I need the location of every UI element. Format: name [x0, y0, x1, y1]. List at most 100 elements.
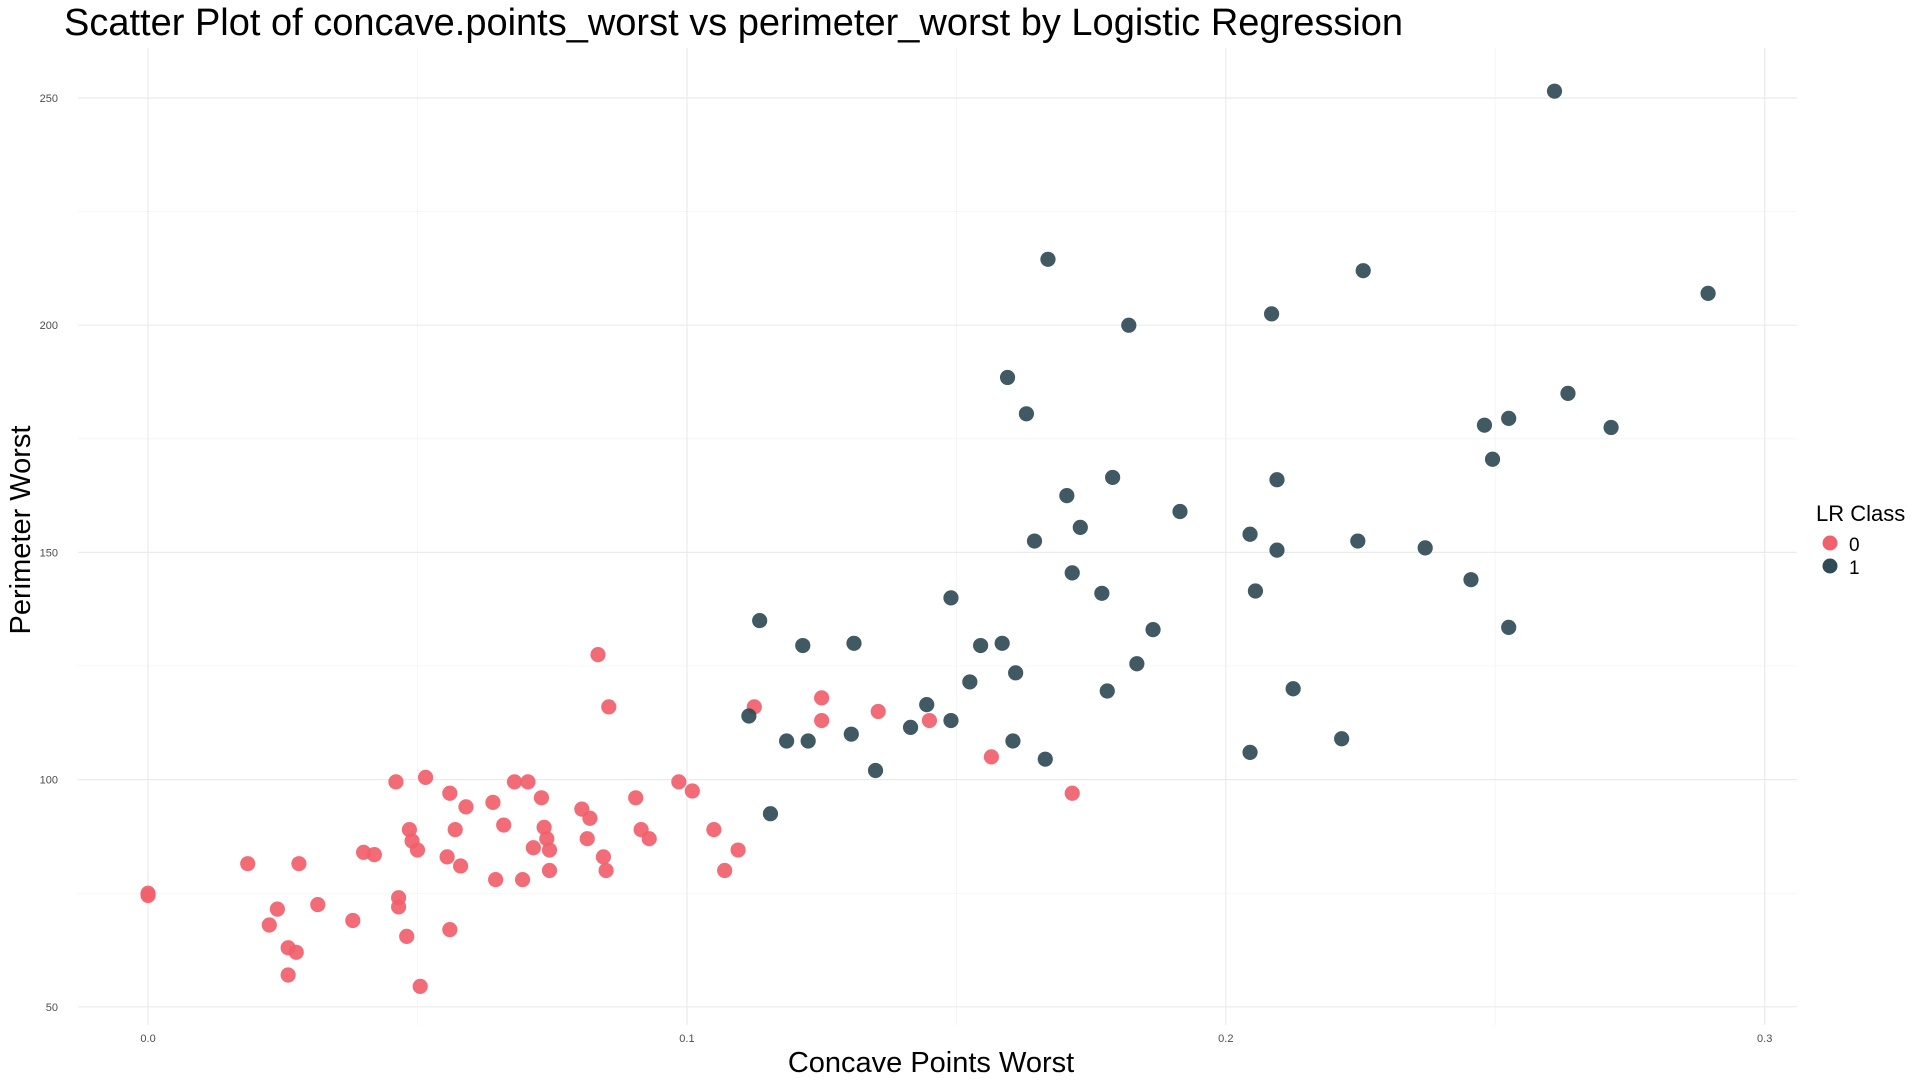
scatter-point-class-0: [496, 817, 512, 833]
scatter-point-class-1: [1269, 542, 1285, 558]
scatter-point-class-1: [943, 590, 959, 606]
scatter-point-class-0: [261, 917, 277, 933]
y-axis-title: Perimeter Worst: [5, 426, 37, 635]
y-tick-label: 150: [40, 547, 58, 559]
scatter-point-class-1: [1018, 406, 1035, 422]
scatter-point-class-0: [506, 774, 523, 790]
scatter-point-class-0: [140, 887, 156, 904]
scatter-point-class-0: [442, 921, 458, 938]
scatter-point-class-1: [1094, 585, 1110, 601]
scatter-point-class-1: [1350, 533, 1366, 549]
scatter-point-class-1: [1285, 681, 1301, 697]
legend-swatch-0: [1822, 535, 1838, 551]
scatter-point-class-1: [1247, 583, 1264, 599]
scatter-point-class-1: [1037, 751, 1053, 767]
chart-title: Scatter Plot of concave.points_worst vs …: [64, 2, 1403, 44]
scatter-point-class-0: [240, 856, 256, 872]
scatter-point-class-0: [706, 822, 722, 838]
scatter-point-class-0: [814, 712, 830, 729]
scatter-point-class-1: [962, 674, 978, 690]
scatter-point-class-0: [280, 967, 296, 983]
scatter-point-class-1: [1476, 417, 1493, 433]
scatter-point-class-0: [269, 901, 285, 917]
scatter-point-class-0: [401, 822, 418, 838]
scatter-point-class-0: [310, 896, 326, 913]
legend: LR Class 0 1: [1816, 501, 1905, 579]
y-axis-ticks: 50 100 150 200 250: [40, 93, 58, 1014]
scatter-point-class-0: [595, 849, 611, 865]
scatter-point-class-1: [1355, 263, 1371, 279]
scatter-point-class-0: [536, 819, 552, 835]
scatter-point-class-1: [1501, 619, 1517, 635]
scatter-point-class-1: [994, 635, 1010, 651]
scatter-point-class-0: [717, 862, 733, 879]
legend-title: LR Class: [1816, 501, 1905, 526]
scatter-point-class-0: [485, 794, 501, 810]
y-tick-label: 100: [40, 775, 58, 787]
scatter-point-class-0: [684, 783, 700, 799]
legend-label-0: 0: [1849, 535, 1860, 556]
scatter-point-class-0: [598, 862, 614, 879]
scatter-point-class-0: [452, 858, 469, 874]
scatter-point-class-0: [366, 846, 382, 863]
y-tick-label: 250: [40, 93, 58, 105]
scatter-point-class-1: [999, 369, 1016, 386]
scatter-point-class-0: [447, 822, 463, 838]
scatter-point-class-1: [779, 733, 795, 749]
scatter-point-class-1: [752, 612, 768, 629]
y-tick-label: 50: [46, 1002, 58, 1014]
scatter-point-class-0: [520, 774, 536, 790]
scatter-point-class-1: [1008, 665, 1024, 681]
scatter-point-class-0: [458, 799, 474, 815]
scatter-point-class-0: [345, 912, 361, 929]
scatter-point-class-1: [919, 697, 935, 713]
scatter-point-class-1: [1264, 306, 1280, 322]
x-tick-label: 0.1: [679, 1033, 694, 1045]
scatter-point-class-0: [628, 790, 644, 806]
scatter-point-class-0: [514, 871, 531, 888]
scatter-point-class-1: [1546, 83, 1563, 99]
scatter-point-class-0: [412, 978, 428, 994]
scatter-point-class-0: [870, 703, 886, 720]
scatter-point-class-0: [439, 849, 455, 865]
scatter-point-class-0: [417, 769, 434, 785]
scatter-point-class-1: [1145, 622, 1161, 638]
scatter-point-class-0: [533, 790, 550, 806]
scatter-point-class-1: [1484, 451, 1501, 467]
scatter-point-class-0: [442, 785, 458, 801]
scatter-point-class-0: [921, 712, 938, 729]
x-tick-label: 0.3: [1757, 1033, 1772, 1045]
scatter-point-class-1: [973, 637, 989, 654]
scatter-point-class-0: [579, 831, 595, 847]
scatter-point-class-0: [601, 699, 617, 715]
scatter-point-class-1: [1242, 526, 1258, 542]
scatter-point-class-0: [541, 842, 558, 858]
scatter-point-class-1: [800, 733, 816, 749]
scatter-point-class-1: [1105, 469, 1121, 486]
series-class-0: [140, 647, 1080, 994]
scatter-point-class-1: [1501, 410, 1517, 426]
series-class-1: [741, 83, 1716, 822]
scatter-point-class-1: [902, 719, 919, 735]
scatter-point-class-1: [1172, 503, 1188, 520]
scatter-point-class-1: [843, 726, 859, 742]
scatter-point-class-1: [867, 762, 884, 779]
scatter-point-class-0: [391, 899, 407, 915]
scatter-point-class-1: [1603, 419, 1619, 436]
scatter-point-class-1: [1059, 488, 1075, 504]
scatter-point-class-0: [541, 862, 558, 879]
scatter-point-class-1: [1334, 731, 1350, 747]
scatter-point-class-0: [399, 928, 415, 944]
scatter-point-class-0: [525, 840, 541, 856]
scatter-point-class-0: [288, 944, 304, 960]
scatter-point-class-1: [741, 708, 757, 724]
scatter-point-class-0: [814, 690, 830, 706]
scatter-point-class-0: [590, 647, 606, 663]
scatter-point-class-1: [1269, 472, 1285, 488]
scatter-point-class-0: [291, 856, 307, 872]
scatter-point-class-1: [1242, 744, 1258, 760]
scatter-point-class-1: [846, 635, 862, 651]
x-tick-label: 0.0: [140, 1033, 155, 1045]
